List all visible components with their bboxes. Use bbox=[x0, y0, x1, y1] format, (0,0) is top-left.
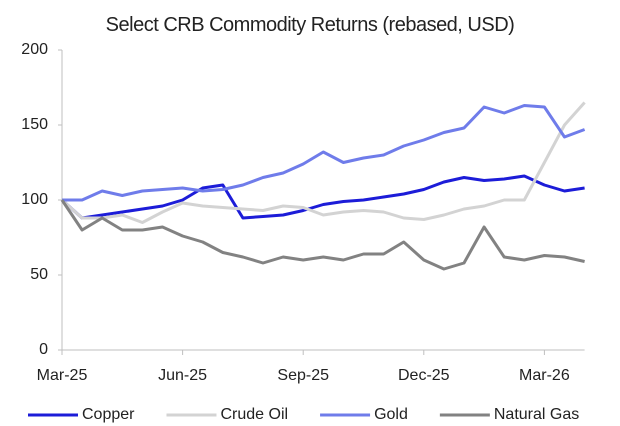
chart-title: Select CRB Commodity Returns (rebased, U… bbox=[105, 14, 515, 36]
series-line bbox=[60, 199, 585, 271]
legend-label: Gold bbox=[374, 406, 408, 423]
series-line bbox=[62, 104, 586, 202]
x-tick-label: Mar-25 bbox=[37, 367, 88, 384]
legend-label: Natural Gas bbox=[494, 406, 579, 423]
series-line bbox=[60, 174, 585, 220]
legend-label: Copper bbox=[82, 406, 135, 423]
y-tick-label: 50 bbox=[30, 266, 48, 283]
legend-label: Crude Oil bbox=[220, 406, 288, 423]
y-tick-label: 150 bbox=[21, 116, 48, 133]
y-tick-label: 0 bbox=[39, 341, 48, 358]
x-tick-label: Sep-25 bbox=[277, 367, 329, 384]
y-tick-label: 100 bbox=[21, 191, 48, 208]
series-line bbox=[60, 101, 586, 224]
y-tick-label: 200 bbox=[21, 41, 48, 58]
x-tick-label: Mar-26 bbox=[519, 367, 570, 384]
x-tick-label: Jun-25 bbox=[158, 367, 207, 384]
x-tick-label: Dec-25 bbox=[398, 367, 450, 384]
